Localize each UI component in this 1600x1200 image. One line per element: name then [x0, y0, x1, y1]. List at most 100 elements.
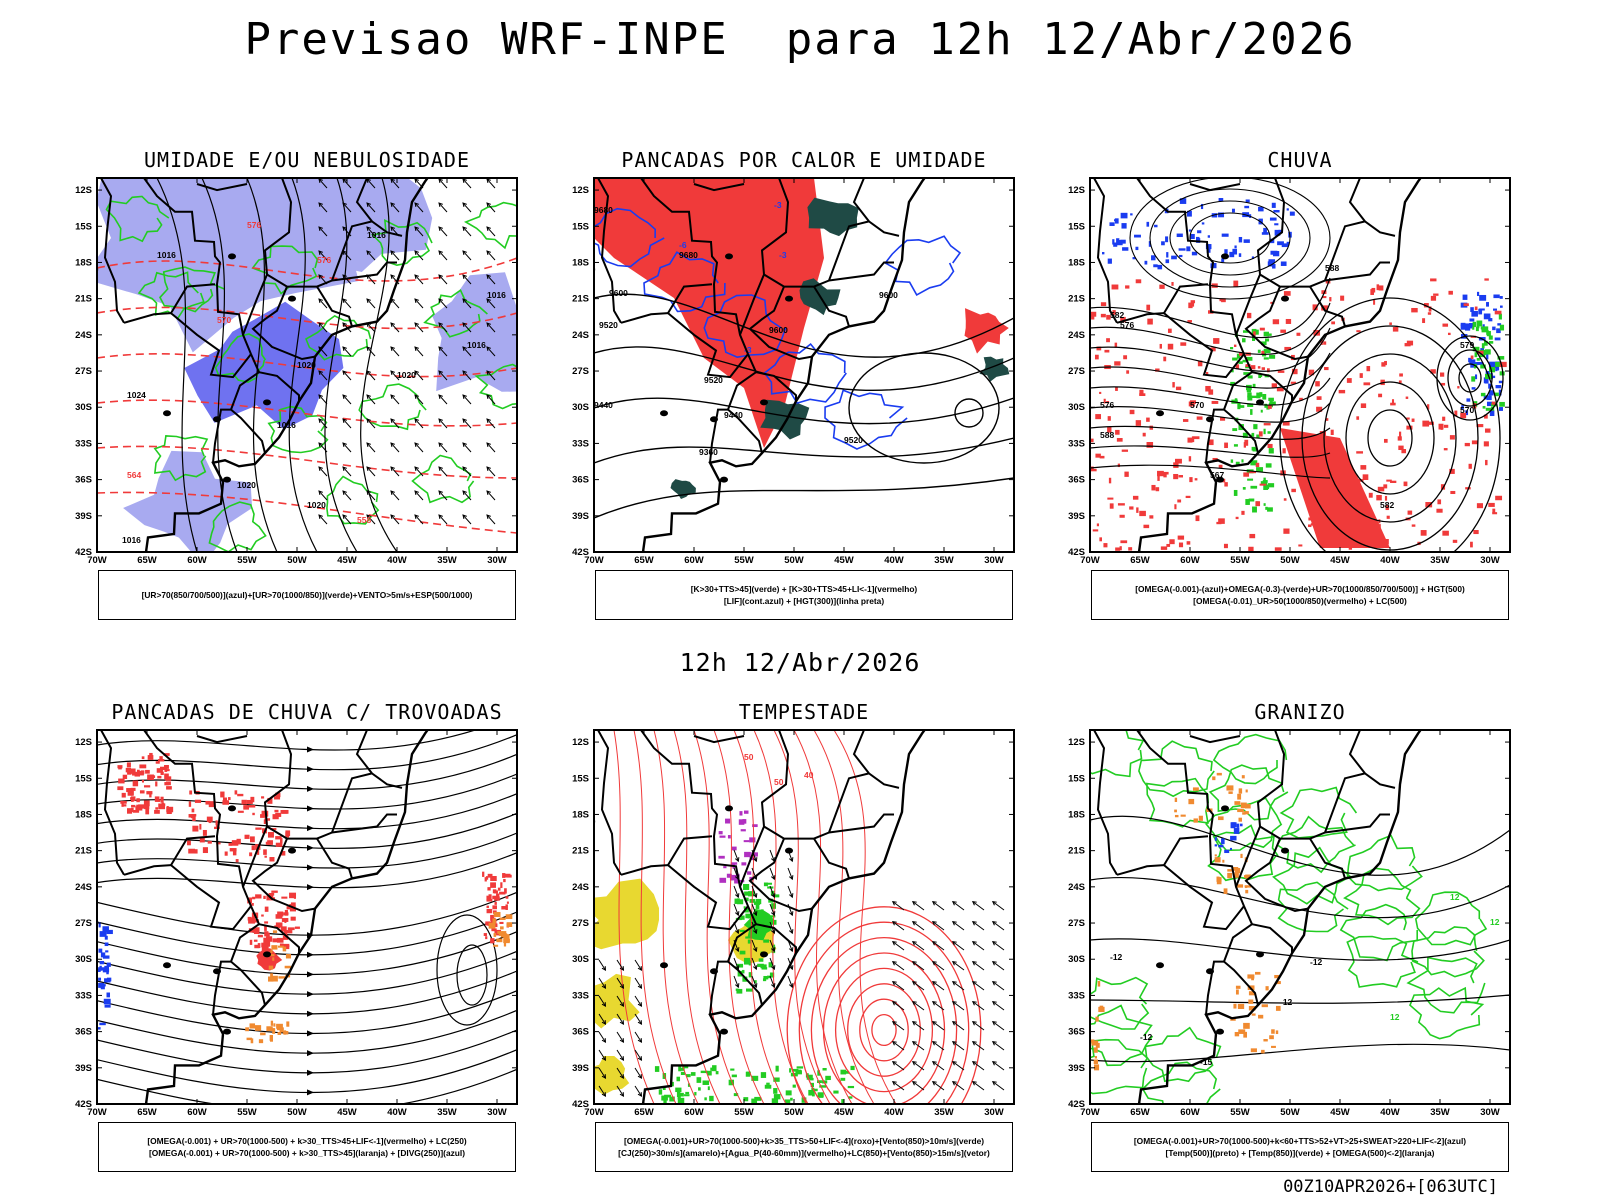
thunderstorm-red: [126, 762, 131, 768]
rain-low-level-red: [1398, 445, 1404, 451]
rain-omega-blue: [1166, 252, 1169, 258]
wind-vector: [438, 514, 443, 520]
rain-low-level-red: [1442, 323, 1449, 327]
omega-500-orange: [1245, 789, 1248, 793]
wind-850-vector: [619, 984, 625, 989]
wind-850-vector: [912, 901, 925, 911]
wind-850-green: [696, 1077, 702, 1083]
wind-850-vector: [912, 921, 925, 931]
wind-vector: [390, 274, 395, 280]
thunderstorm-red: [270, 828, 277, 831]
rain-omega-blue: [1197, 230, 1202, 234]
wind-850-green: [822, 1080, 828, 1084]
political-border: [100, 730, 125, 876]
rain-low-level-red: [1277, 370, 1285, 373]
temp-850-contour: [1090, 730, 1145, 778]
thunderstorm-red: [274, 809, 279, 813]
streamline-250-arrow: [307, 864, 314, 871]
rain-low-level-red: [1115, 429, 1120, 435]
rain-omega-blue: [1495, 365, 1500, 371]
temp-850-contour: [1346, 935, 1419, 988]
wind-850-vector: [992, 1081, 1005, 1091]
political-border: [1163, 283, 1209, 314]
storm-purple: [738, 819, 745, 825]
lon-label: 45W: [1330, 555, 1350, 566]
rain-low-level-red: [1376, 494, 1382, 501]
rain-omega-blue: [1134, 234, 1141, 238]
contour-label: -3: [774, 200, 782, 210]
lon-label: 40W: [1380, 555, 1400, 566]
wind-850-green: [731, 1074, 737, 1078]
political-border: [170, 835, 216, 866]
lon-label: 30W: [984, 1107, 1004, 1118]
wind-850-green: [684, 1094, 690, 1097]
wind-vector: [414, 274, 424, 285]
temp-850-contour: [1090, 976, 1150, 1030]
rain-omega-blue: [1460, 324, 1468, 330]
coastline-east: [641, 730, 946, 1104]
lat-label: 12S: [75, 185, 92, 196]
wind-vector: [414, 490, 424, 501]
rain-omega-blue: [1191, 251, 1198, 256]
humidity-upper-area: [123, 450, 253, 552]
rain-omega-green: [1259, 392, 1263, 397]
wind-850-vector: [952, 1081, 965, 1091]
omega-500-orange: [1265, 986, 1269, 991]
lifted-index-contour: [884, 235, 962, 296]
rain-low-level-red: [1436, 508, 1443, 513]
rain-low-level-red: [1291, 368, 1298, 375]
wind-850-green: [768, 962, 773, 968]
streamline-250: [97, 793, 517, 830]
wind-vector: [390, 466, 395, 472]
rain-low-level-red: [1210, 347, 1216, 352]
wind-vector: [318, 442, 323, 448]
streamline-250: [97, 911, 517, 956]
rain-omega-blue: [1189, 233, 1195, 240]
omega-500-orange: [1192, 787, 1199, 791]
streamline-850: [693, 730, 743, 1104]
rain-omega-green: [1488, 335, 1493, 340]
wind-850-green: [763, 975, 769, 980]
wind-850-vector: [598, 1067, 606, 1079]
thunderstorm-red: [145, 808, 150, 815]
wind-vector: [462, 490, 467, 496]
lon-label: 45W: [337, 555, 357, 566]
rain-omega-blue: [1251, 256, 1255, 260]
wind-vector: [390, 514, 395, 520]
rain-low-level-red: [1476, 424, 1484, 428]
contour-label: -6: [679, 240, 687, 250]
contour-label: 570: [217, 315, 231, 325]
wind-vector: [414, 322, 419, 328]
omega-500-orange: [1227, 869, 1235, 872]
wind-vector: [438, 202, 448, 213]
rain-low-level-red: [1139, 510, 1146, 517]
rain-low-level-red: [1189, 477, 1193, 483]
divergence-250-blue: [102, 926, 109, 933]
thunderstorm-red: [271, 890, 278, 893]
rain-low-level-red: [1099, 391, 1102, 394]
wind-850-vector: [616, 995, 624, 1007]
political-border: [1251, 371, 1293, 402]
divergence-250-blue: [98, 948, 103, 953]
omega-500-orange: [1269, 1035, 1274, 1040]
rain-low-level-red: [1299, 397, 1303, 401]
storm-purple: [718, 831, 723, 835]
geopotential-500-low: [1458, 363, 1482, 393]
streamline-250: [97, 1029, 517, 1074]
streamline-850-cyclone: [822, 952, 946, 1104]
omega-500-orange: [1234, 1031, 1240, 1037]
thunderstorm-red: [261, 946, 269, 952]
thunderstorm-red: [484, 877, 487, 882]
rain-low-level-red: [1271, 383, 1278, 388]
political-border: [1205, 960, 1224, 1015]
streamline-250-arrow: [307, 951, 314, 958]
wind-vector: [366, 490, 376, 501]
lake: [1281, 847, 1289, 854]
wind-850-vector: [992, 1021, 1005, 1031]
humidity-lower-contour: [208, 501, 267, 552]
wind-850-vector: [952, 961, 965, 971]
storm-purple: [723, 866, 727, 869]
omega-500-orange: [1275, 1005, 1281, 1011]
political-border: [1324, 261, 1390, 282]
